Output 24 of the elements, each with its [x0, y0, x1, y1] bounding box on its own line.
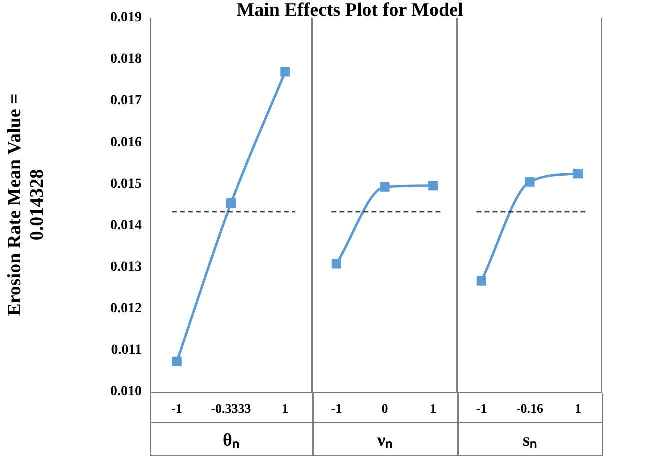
x-tick-label: -1 — [172, 401, 183, 416]
x-tick-label: 1 — [430, 401, 437, 416]
x-tick-label: -0.16 — [516, 401, 544, 416]
y-tick-label: 0.013 — [110, 260, 142, 275]
y-tick-label: 0.012 — [110, 302, 142, 316]
x-tick-label: 0 — [382, 401, 388, 416]
x-axis-title: θₙ — [223, 430, 240, 450]
x-tick-label: 1 — [575, 401, 582, 416]
y-tick-label: 0.011 — [111, 343, 142, 358]
text: Main Effects Plot for Model — [236, 0, 464, 22]
x-tick-label: -0.3333 — [211, 401, 252, 416]
x-tick-label: -1 — [331, 401, 342, 416]
y-tick-label: 0.010 — [110, 384, 142, 400]
x-axis-title: νₙ — [376, 430, 393, 450]
y-tick-label: 0.019 — [110, 10, 142, 26]
y-tick-label: 0.018 — [110, 52, 142, 68]
x-tick-label: -1 — [476, 401, 488, 416]
y-tick-label: 0.017 — [110, 94, 142, 109]
x-tick-label: 1 — [282, 401, 289, 416]
y-tick-label: 0.014 — [110, 218, 142, 234]
y-tick-label: 0.015 — [110, 176, 142, 192]
y-tick-label: 0.016 — [110, 135, 142, 150]
x-axis-title: sₙ — [522, 430, 538, 450]
y-axis-title: Erosion Rate Mean Value = 0.014328 — [4, 94, 48, 316]
